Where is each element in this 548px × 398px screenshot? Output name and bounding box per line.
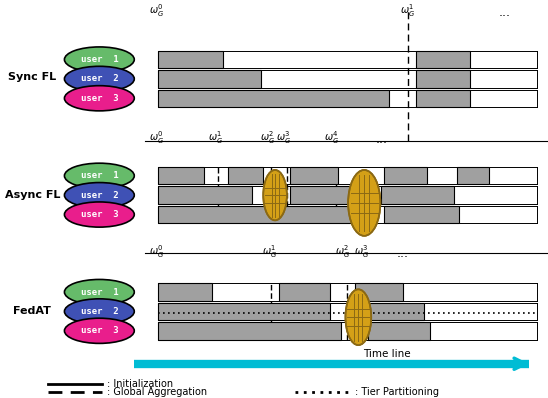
FancyBboxPatch shape — [158, 206, 363, 223]
FancyBboxPatch shape — [158, 186, 253, 204]
Text: user  1: user 1 — [81, 55, 118, 64]
Text: ...: ... — [397, 247, 409, 260]
FancyBboxPatch shape — [384, 167, 427, 185]
Text: : Tier Partitioning: : Tier Partitioning — [355, 387, 438, 397]
Text: $\omega_G^0$: $\omega_G^0$ — [149, 129, 164, 146]
FancyBboxPatch shape — [158, 70, 260, 88]
Text: user  3: user 3 — [81, 94, 118, 103]
FancyBboxPatch shape — [346, 303, 424, 320]
FancyBboxPatch shape — [456, 167, 489, 185]
Text: $\omega_G^0$: $\omega_G^0$ — [149, 244, 164, 260]
FancyBboxPatch shape — [158, 51, 223, 68]
Ellipse shape — [348, 170, 380, 236]
Ellipse shape — [65, 318, 134, 343]
Ellipse shape — [65, 47, 134, 72]
Text: ...: ... — [375, 133, 387, 146]
Text: user  3: user 3 — [81, 326, 118, 335]
Text: user  2: user 2 — [81, 307, 118, 316]
FancyBboxPatch shape — [381, 186, 454, 204]
FancyBboxPatch shape — [416, 90, 470, 107]
FancyBboxPatch shape — [158, 303, 330, 320]
Text: $\omega_G^3$: $\omega_G^3$ — [354, 244, 369, 260]
FancyBboxPatch shape — [158, 322, 341, 339]
FancyBboxPatch shape — [416, 51, 470, 68]
Ellipse shape — [65, 299, 134, 324]
Ellipse shape — [263, 170, 287, 220]
Text: user  2: user 2 — [81, 74, 118, 84]
Text: $\omega_G^2$: $\omega_G^2$ — [335, 244, 350, 260]
FancyBboxPatch shape — [290, 186, 352, 204]
Text: user  3: user 3 — [81, 210, 118, 219]
Ellipse shape — [65, 202, 134, 227]
FancyBboxPatch shape — [158, 283, 212, 301]
Text: $\omega_G^2$: $\omega_G^2$ — [260, 129, 275, 146]
Text: $\omega_G^1$: $\omega_G^1$ — [262, 244, 277, 260]
FancyBboxPatch shape — [279, 283, 330, 301]
Ellipse shape — [345, 289, 371, 345]
FancyBboxPatch shape — [384, 206, 459, 223]
Text: user  1: user 1 — [81, 171, 118, 180]
Text: Async FL: Async FL — [4, 190, 60, 200]
Text: user  2: user 2 — [81, 191, 118, 200]
Ellipse shape — [65, 163, 134, 188]
Text: $\omega_G^1$: $\omega_G^1$ — [399, 2, 415, 19]
Ellipse shape — [65, 183, 134, 208]
Text: Sync FL: Sync FL — [8, 72, 56, 82]
Text: : Initialization: : Initialization — [107, 379, 174, 389]
FancyBboxPatch shape — [229, 167, 263, 185]
Ellipse shape — [65, 86, 134, 111]
Text: $\omega_G^4$: $\omega_G^4$ — [324, 129, 340, 146]
FancyBboxPatch shape — [158, 90, 390, 107]
FancyBboxPatch shape — [416, 70, 470, 88]
Text: $\omega_G^3$: $\omega_G^3$ — [276, 129, 291, 146]
Text: user  1: user 1 — [81, 287, 118, 297]
FancyBboxPatch shape — [158, 167, 204, 185]
FancyBboxPatch shape — [368, 322, 430, 339]
FancyBboxPatch shape — [290, 167, 339, 185]
Ellipse shape — [65, 279, 134, 304]
Ellipse shape — [65, 66, 134, 92]
Text: Time line: Time line — [363, 349, 410, 359]
Text: ...: ... — [499, 6, 511, 19]
FancyBboxPatch shape — [355, 283, 403, 301]
Text: : Global Aggregation: : Global Aggregation — [107, 387, 208, 397]
Text: $\omega_G^1$: $\omega_G^1$ — [208, 129, 224, 146]
Text: $\omega_G^0$: $\omega_G^0$ — [149, 2, 164, 19]
Text: FedAT: FedAT — [13, 306, 51, 316]
